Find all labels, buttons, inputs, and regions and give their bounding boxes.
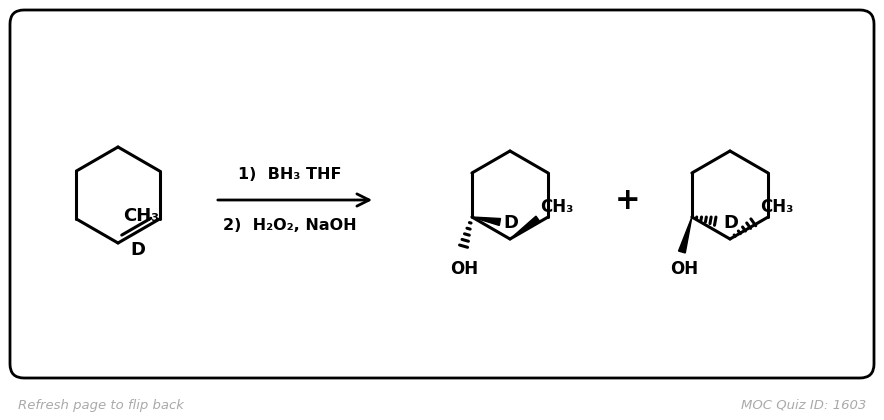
Text: CH₃: CH₃	[540, 198, 574, 216]
Polygon shape	[510, 216, 540, 239]
Text: MOC Quiz ID: 1603: MOC Quiz ID: 1603	[741, 399, 866, 412]
Text: 2)  H₂O₂, NaOH: 2) H₂O₂, NaOH	[223, 218, 357, 233]
Text: OH: OH	[670, 260, 698, 278]
Text: CH₃: CH₃	[760, 198, 793, 216]
Polygon shape	[679, 217, 692, 253]
Text: D: D	[503, 214, 518, 232]
Text: Refresh page to flip back: Refresh page to flip back	[18, 399, 184, 412]
Text: +: +	[615, 186, 641, 215]
Text: CH₃: CH₃	[123, 207, 159, 225]
Polygon shape	[472, 217, 500, 226]
FancyBboxPatch shape	[10, 10, 874, 378]
Text: D: D	[130, 241, 145, 259]
Text: 1)  BH₃ THF: 1) BH₃ THF	[239, 167, 342, 182]
Text: D: D	[723, 214, 738, 232]
Text: OH: OH	[450, 260, 478, 278]
